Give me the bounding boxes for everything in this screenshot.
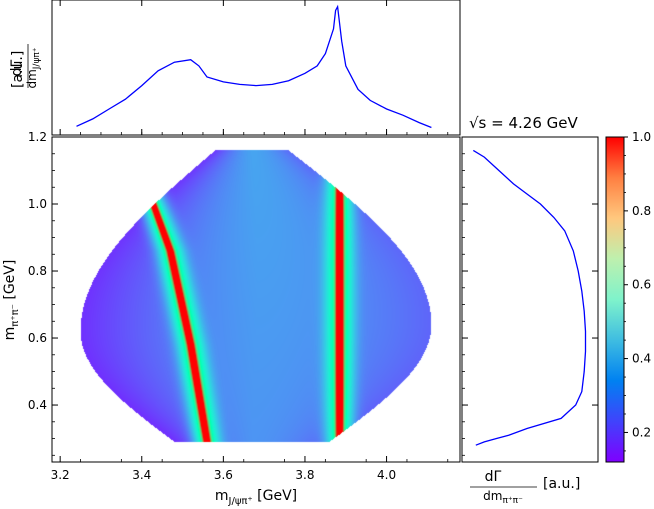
top-ylabel-den: dmJ/ψπ⁺ bbox=[25, 47, 42, 88]
colorbar-tick-label: 0.2 bbox=[632, 425, 651, 439]
top-projection-line bbox=[76, 4, 432, 129]
main-ytick-label: 0.4 bbox=[28, 398, 47, 412]
main-xtick-label: 3.4 bbox=[132, 468, 151, 482]
colorbar-tick-label: 1.0 bbox=[632, 130, 651, 144]
right-xlabel-num: dΓ bbox=[485, 469, 502, 485]
dalitz-panel: 3.2 3.4 3.6 3.8 4.0 0.4 0.6 0.8 1.0 1.2 mJ/ψπ⁺ [G… bbox=[2, 130, 461, 507]
right-projection-panel: dΓ dmπ⁺π⁻ [a.u.] bbox=[461, 136, 599, 506]
main-panel-frame bbox=[51, 136, 461, 463]
right-panel-frame bbox=[461, 136, 599, 463]
main-xtick-label: 3.2 bbox=[51, 468, 70, 482]
colorbar-tick-label: 0.6 bbox=[632, 278, 651, 292]
dalitz-heatmap bbox=[52, 137, 460, 462]
colorbar-tick-label: 0.4 bbox=[632, 352, 651, 366]
main-xtick-label: 3.6 bbox=[214, 468, 233, 482]
right-projection-line bbox=[472, 149, 587, 446]
colorbar-gradient bbox=[605, 136, 625, 463]
top-ylabel: dΓ bbox=[9, 59, 25, 76]
main-xtick-label: 3.8 bbox=[295, 468, 314, 482]
main-xtick-label: 4.0 bbox=[377, 468, 396, 482]
top-projection-panel: dΓ dmJ/ψπ⁺ [a.u.] bbox=[9, 0, 461, 136]
main-ylabel: mπ⁺π⁻ [GeV] bbox=[2, 260, 21, 341]
top-ylabel-unit: [a.u.] bbox=[10, 51, 26, 88]
top-panel-frame bbox=[51, 0, 461, 136]
main-xlabel: mJ/ψπ⁺ [GeV] bbox=[215, 488, 297, 507]
main-ytick-label: 0.8 bbox=[28, 264, 47, 278]
right-xlabel-den: dmπ⁺π⁻ bbox=[483, 489, 523, 506]
colorbar: 0.2 0.4 0.6 0.8 1.0 bbox=[605, 130, 651, 463]
right-xlabel-unit: [a.u.] bbox=[543, 476, 580, 492]
top-ylabel-num: dΓ bbox=[9, 59, 25, 76]
main-ytick-label: 0.6 bbox=[28, 331, 47, 345]
colorbar-tick-label: 0.8 bbox=[632, 204, 651, 218]
main-ytick-label: 1.2 bbox=[28, 130, 47, 144]
main-ytick-label: 1.0 bbox=[28, 197, 47, 211]
energy-annotation: √s = 4.26 GeV bbox=[469, 114, 578, 132]
